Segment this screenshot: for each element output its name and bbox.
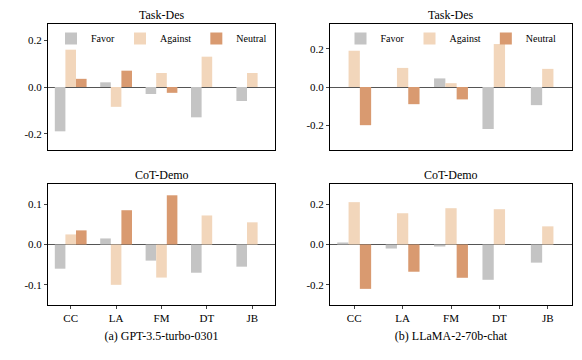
svg-text:0.0: 0.0 bbox=[28, 238, 42, 250]
svg-text:FM: FM bbox=[154, 312, 170, 324]
svg-text:-0.2: -0.2 bbox=[24, 128, 41, 140]
svg-text:Against: Against bbox=[450, 33, 481, 44]
svg-text:0.1: 0.1 bbox=[28, 198, 42, 210]
svg-text:FM: FM bbox=[443, 312, 459, 324]
svg-text:0.0: 0.0 bbox=[310, 238, 324, 250]
svg-text:Task-Des: Task-Des bbox=[139, 8, 184, 22]
svg-text:CoT-Demo: CoT-Demo bbox=[135, 168, 189, 182]
svg-text:CoT-Demo: CoT-Demo bbox=[424, 168, 478, 182]
svg-text:0.0: 0.0 bbox=[310, 81, 324, 93]
svg-text:LA: LA bbox=[395, 312, 410, 324]
svg-text:CC: CC bbox=[63, 312, 78, 324]
svg-text:-0.1: -0.1 bbox=[24, 279, 41, 291]
svg-text:CC: CC bbox=[347, 312, 362, 324]
svg-text:0.2: 0.2 bbox=[28, 34, 42, 46]
svg-text:-0.2: -0.2 bbox=[306, 119, 323, 131]
svg-text:0.2: 0.2 bbox=[310, 43, 324, 55]
svg-text:DT: DT bbox=[492, 312, 507, 324]
svg-text:0.0: 0.0 bbox=[28, 81, 42, 93]
svg-text:Neutral: Neutral bbox=[236, 33, 266, 44]
svg-text:Task-Des: Task-Des bbox=[428, 8, 473, 22]
svg-text:Favor: Favor bbox=[381, 33, 405, 44]
svg-text:LA: LA bbox=[109, 312, 124, 324]
svg-text:(a) GPT-3.5-turbo-0301: (a) GPT-3.5-turbo-0301 bbox=[104, 329, 218, 343]
svg-text:JB: JB bbox=[246, 312, 258, 324]
svg-text:DT: DT bbox=[200, 312, 215, 324]
svg-text:Favor: Favor bbox=[91, 33, 115, 44]
svg-text:-0.2: -0.2 bbox=[306, 279, 323, 291]
svg-text:Against: Against bbox=[160, 33, 191, 44]
svg-text:Neutral: Neutral bbox=[526, 33, 556, 44]
svg-text:JB: JB bbox=[542, 312, 554, 324]
svg-text:(b) LLaMA-2-70b-chat: (b) LLaMA-2-70b-chat bbox=[395, 329, 508, 343]
svg-text:0.2: 0.2 bbox=[310, 198, 324, 210]
